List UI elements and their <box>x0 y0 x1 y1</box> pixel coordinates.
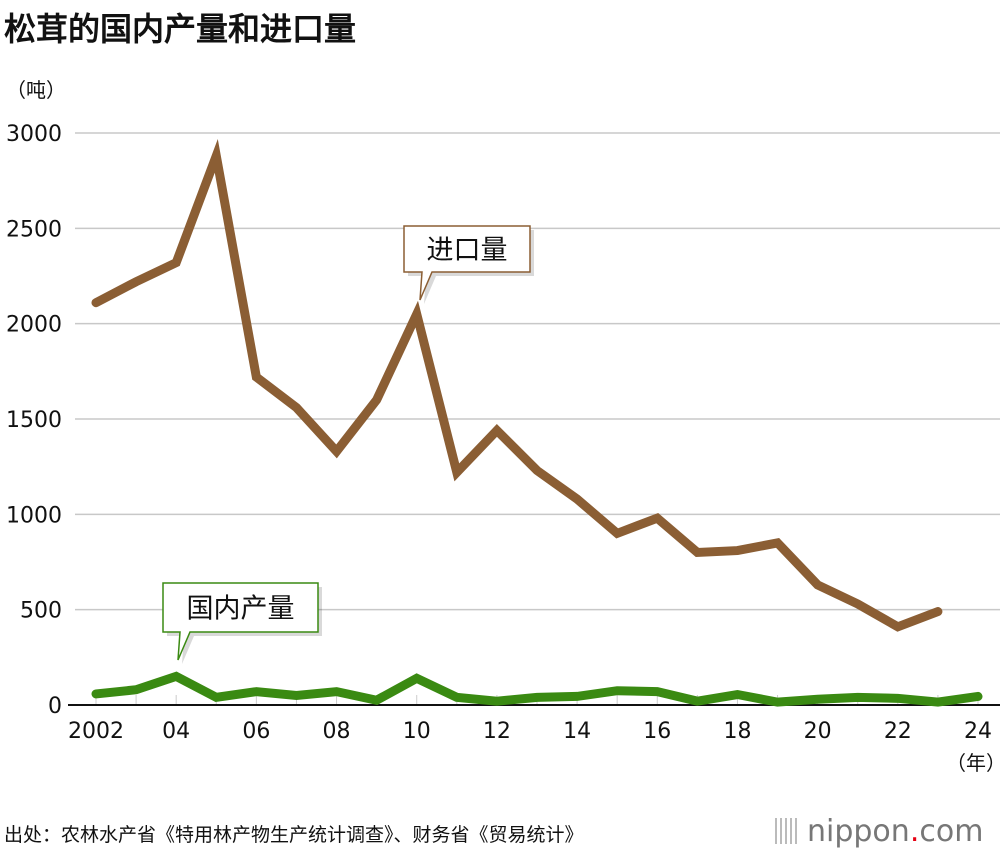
callout-box <box>403 225 531 301</box>
x-tick-label: 06 <box>242 719 270 744</box>
source-note: 出处：农林水产省《特用林产物生产统计调查》、财务省《贸易统计》 <box>4 824 584 846</box>
series-label: 进口量 <box>427 235 508 266</box>
x-tick-label: 2002 <box>68 719 124 744</box>
x-tick-label: 04 <box>162 719 190 744</box>
logo-bars-icon <box>775 818 799 844</box>
x-tick-label: 22 <box>884 719 912 744</box>
y-tick-label: 1500 <box>6 408 62 433</box>
series-line-import <box>91 139 943 632</box>
line-chart: 0 500 1000 1500 2000 2500 3000 2002 04 06 08 10 12 14… <box>6 122 1000 775</box>
y-tick-label: 0 <box>48 694 62 719</box>
x-tick-label: 12 <box>483 719 511 744</box>
x-tick-label: 08 <box>323 719 351 744</box>
y-axis-unit: （吨） <box>6 78 66 102</box>
y-tick-label: 1000 <box>6 503 62 528</box>
x-tick-label: 20 <box>804 719 832 744</box>
nippon-logo: nippon.com <box>775 814 983 849</box>
x-tick-label: 10 <box>403 719 431 744</box>
x-tick-label: 18 <box>723 719 751 744</box>
y-tick-label: 2500 <box>6 217 62 242</box>
callout-box <box>162 582 319 661</box>
y-tick-label: 500 <box>20 599 62 624</box>
y-tick-label: 2000 <box>6 313 62 338</box>
series-line-domestic <box>91 671 983 707</box>
x-tick-label: 24 <box>964 719 992 744</box>
chart-title: 松茸的国内产量和进口量 <box>4 10 357 48</box>
y-tick-label: 3000 <box>6 122 62 147</box>
domestic-callout: 国内产量 <box>162 582 322 664</box>
x-tick-label: 14 <box>563 719 591 744</box>
x-tick-label: 16 <box>643 719 671 744</box>
import-callout: 进口量 <box>403 225 534 304</box>
x-axis-unit: （年） <box>946 751 1000 775</box>
series-label: 国内产量 <box>187 594 295 625</box>
